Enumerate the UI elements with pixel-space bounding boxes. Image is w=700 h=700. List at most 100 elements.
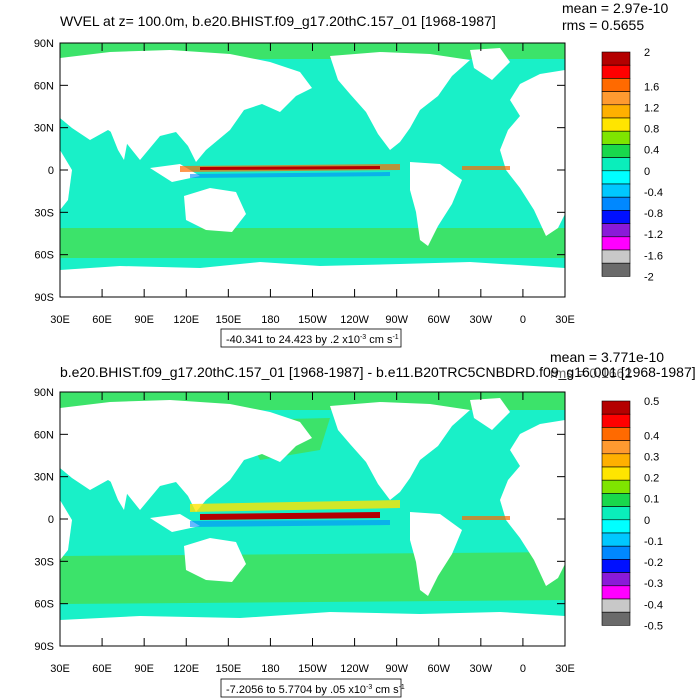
- colorbar-swatch: [601, 130, 631, 145]
- panel-top-mean: mean = 2.97e-10: [562, 0, 668, 16]
- lat-label: 30S: [34, 556, 54, 568]
- colorbar-label: 0: [644, 515, 650, 527]
- lon-label: 120E: [173, 663, 199, 675]
- north-america: [330, 402, 470, 500]
- lon-label: 90E: [134, 314, 154, 326]
- colorbar-label: -1.2: [644, 229, 663, 241]
- greenland: [470, 398, 510, 430]
- colorbar-swatch: [601, 545, 631, 560]
- south-america: [410, 162, 462, 246]
- colorbar-label: 0.4: [644, 430, 659, 442]
- colorbar-swatch: [601, 453, 631, 468]
- lat-label: 60N: [34, 429, 54, 441]
- australia: [184, 188, 246, 232]
- lat-label: 60S: [34, 250, 54, 262]
- lat-label: 30S: [34, 207, 54, 219]
- africa-europe: [500, 420, 565, 586]
- australia: [184, 538, 246, 582]
- colorbar-swatch: [601, 236, 631, 251]
- colorbar-label: -0.2: [644, 557, 663, 569]
- colorbar-swatch: [601, 78, 631, 92]
- colorbar-swatch: [601, 210, 631, 224]
- colorbar-swatch: [601, 585, 631, 600]
- panel-bottom-range-box: [220, 678, 402, 698]
- lon-label: 120W: [340, 314, 369, 326]
- colorbar-label: 0: [644, 166, 650, 178]
- panel-top-colorbar: 2 1.6 1.2 0.8 0.4 0 -0.4 -0.8 -1.2 -1.6 -2: [601, 47, 663, 283]
- equatorial-band-positive: [190, 500, 400, 512]
- lat-label: 90N: [34, 38, 54, 50]
- colorbar-label: 0.1: [644, 494, 659, 506]
- colorbar-swatch: [601, 183, 631, 198]
- lon-label: 90W: [385, 663, 408, 675]
- panel-bottom-mean: mean = 3.771e-10: [550, 349, 664, 365]
- lon-label: 90E: [134, 663, 154, 675]
- colorbar-swatch: [601, 249, 631, 264]
- lon-label: 30E: [555, 663, 575, 675]
- colorbar-label: -0.8: [644, 208, 663, 220]
- colorbar-swatch: [601, 51, 631, 66]
- atlantic-equatorial-band: [462, 516, 510, 520]
- colorbar-label: -0.3: [644, 578, 663, 590]
- india: [110, 128, 130, 160]
- lon-label: 30E: [50, 663, 70, 675]
- lat-label: 60N: [34, 80, 54, 92]
- equatorial-band-negative: [190, 172, 390, 178]
- panel-top-rms: rms = 0.5655: [562, 17, 644, 33]
- colorbar-label: -2: [644, 271, 654, 283]
- colorbar-label: 0.5: [644, 396, 659, 408]
- colorbar-swatch: [601, 493, 631, 507]
- colorbar-swatch: [601, 196, 631, 211]
- east-africa: [60, 150, 72, 210]
- north-america: [330, 52, 470, 150]
- lon-label: 60W: [427, 663, 450, 675]
- lon-label: 120W: [340, 663, 369, 675]
- colorbar-swatch: [601, 519, 631, 534]
- colorbar-label: -0.1: [644, 536, 663, 548]
- lon-label: 60E: [92, 314, 112, 326]
- colorbar-label: 1.2: [644, 102, 659, 114]
- east-africa: [60, 500, 72, 560]
- lat-label: 90N: [34, 387, 54, 399]
- panel-bottom-range-label: -7.2056 to 5.7704 by .05 x10-3 cm s-1: [226, 684, 405, 696]
- colorbar-label: -1.6: [644, 250, 663, 262]
- panel-top-range-label: -40.341 to 24.423 by .2 x10-3 cm s-1: [226, 334, 399, 346]
- southern-ocean-band: [60, 228, 565, 258]
- panel-bottom-title: b.e20.BHIST.f09_g17.20thC.157_01 [1968-1…: [60, 364, 696, 380]
- panel-top-map: [60, 43, 565, 297]
- atlantic-equatorial-band: [462, 166, 510, 170]
- colorbar-label: 0.8: [644, 124, 659, 136]
- lon-label: 0: [520, 314, 526, 326]
- colorbar-label: 1.6: [644, 81, 659, 93]
- colorbar-swatch: [601, 144, 631, 158]
- lat-label: 90S: [34, 641, 54, 653]
- colorbar-label: -0.4: [644, 187, 663, 199]
- lon-label: 90W: [385, 314, 408, 326]
- lat-label: 90S: [34, 292, 54, 304]
- colorbar-swatch: [601, 262, 631, 277]
- lon-label: 60W: [427, 314, 450, 326]
- panel-top-title: WVEL at z= 100.0m, b.e20.BHIST.f09_g17.2…: [60, 13, 496, 29]
- panel-bottom: b.e20.BHIST.f09_g17.20thC.157_01 [1968-1…: [34, 349, 696, 698]
- maritime-continent: [150, 514, 200, 532]
- colorbar-swatch: [601, 117, 631, 132]
- colorbar-label: -0.5: [644, 620, 663, 632]
- colorbar-swatch: [601, 572, 631, 587]
- colorbar-label: 2: [644, 47, 650, 59]
- colorbar-swatch: [601, 91, 631, 106]
- lon-label: 180: [261, 663, 279, 675]
- southern-ocean-band: [60, 552, 565, 604]
- lat-label: 0: [48, 514, 54, 526]
- colorbar-swatch: [601, 400, 631, 415]
- lon-label: 30W: [470, 314, 493, 326]
- colorbar-swatch: [601, 479, 631, 494]
- colorbar-swatch: [601, 506, 631, 521]
- lon-label: 30E: [50, 314, 70, 326]
- lon-label: 150E: [215, 314, 241, 326]
- lat-label: 30N: [34, 123, 54, 135]
- greenland: [470, 48, 510, 80]
- panel-bottom-ticks: 90N 60N 30N 0 30S 60S 90S 30E 60E 90E 120E 150E 180 1…: [34, 387, 575, 675]
- lon-label: 120E: [173, 314, 199, 326]
- colorbar-label: 0.4: [644, 145, 659, 157]
